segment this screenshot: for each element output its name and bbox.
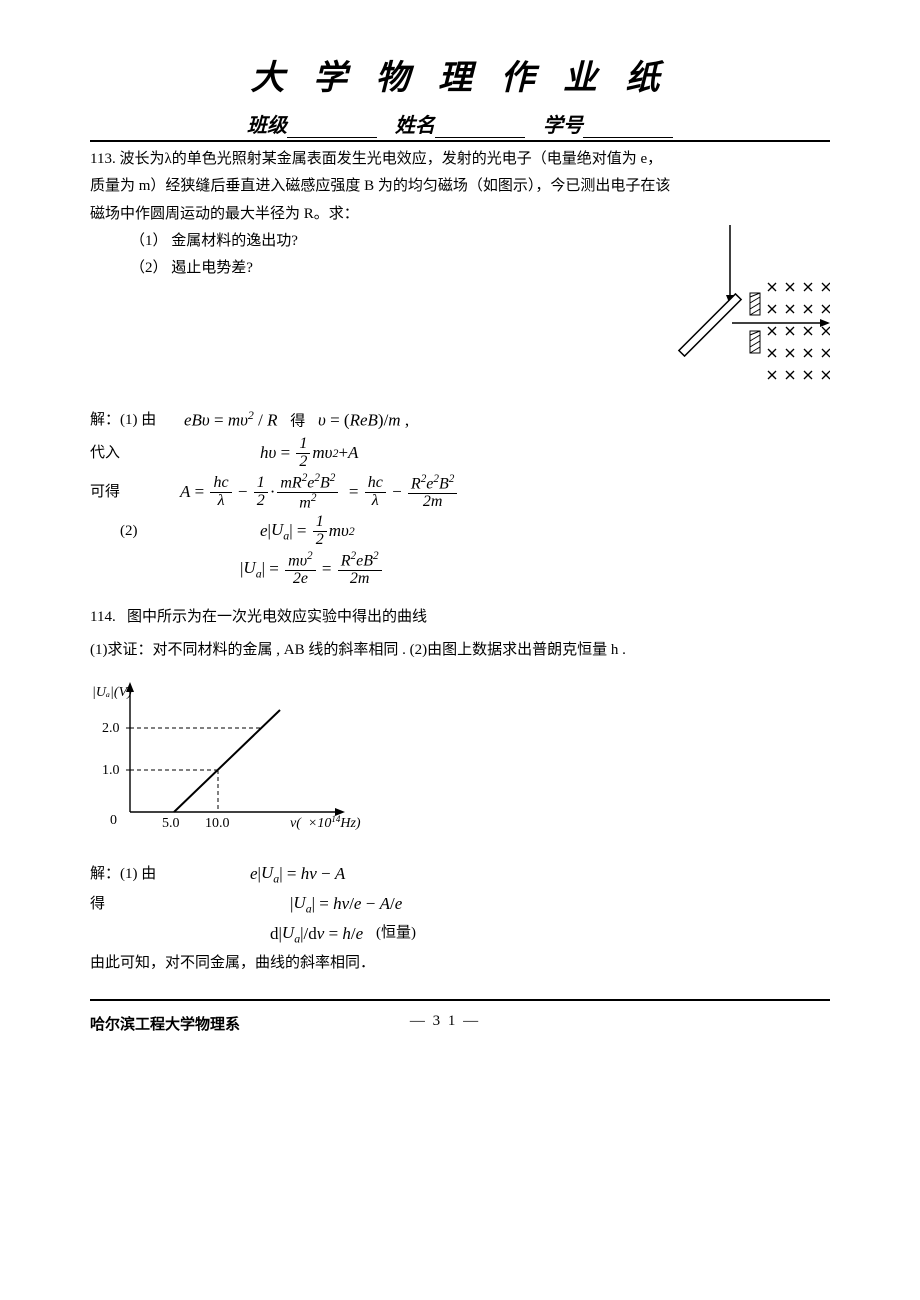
q113-sol-l1-lead: 解：(1) 由 bbox=[90, 409, 180, 432]
id-blank bbox=[583, 117, 673, 138]
footer: 哈尔滨工程大学物理系 — 3 1 — bbox=[90, 1009, 830, 1034]
ytick-0: 0 bbox=[110, 813, 117, 828]
q114-sol-l1-lead: 解：(1) 由 bbox=[90, 863, 180, 886]
body: 113. 波长为λ的单色光照射某金属表面发生光电效应，发射的光电子（电量绝对值为… bbox=[90, 148, 830, 975]
name-blank bbox=[435, 117, 525, 138]
page-title: 大 学 物 理 作 业 纸 bbox=[90, 50, 830, 99]
q113-sol-l5: |Ua| = mυ22e = R2eB22m bbox=[90, 551, 830, 588]
q114-conclusion: 由此可知，对不同金属，曲线的斜率相同． bbox=[90, 952, 830, 975]
q114-sol-l2-lead: 得 bbox=[90, 893, 180, 916]
footer-dept: 哈尔滨工程大学物理系 bbox=[90, 1013, 240, 1034]
q114-sol-l3: d|Ua|/dν = h/e (恒量) bbox=[90, 920, 830, 948]
q113-diagram bbox=[600, 225, 830, 425]
q113-line2: 质量为 m）经狭缝后垂直进入磁感应强度 B 为的均匀磁场（如图示），今已测出电子… bbox=[90, 175, 830, 198]
footer-page: — 3 1 — bbox=[410, 1013, 480, 1034]
id-label: 学号 bbox=[543, 115, 583, 137]
q113-sol-l2-lead: 代入 bbox=[90, 442, 180, 465]
header-rule bbox=[90, 140, 830, 142]
q113-sol-l3: 可得 A = hcλ − 12 · mR2e2B2m2 = hcλ − R2e2… bbox=[90, 473, 830, 512]
q113-sol-l4: (2) e|Ua| = 12 mυ2 bbox=[90, 514, 830, 549]
q114-sol-l2: 得 |Ua| = hν/e − A/e bbox=[90, 890, 830, 918]
q113-number: 113. bbox=[90, 151, 116, 167]
ytick-1: 1.0 bbox=[102, 763, 120, 778]
ytick-2: 2.0 bbox=[102, 721, 120, 736]
ylabel: |Uₐ|(V) bbox=[92, 685, 132, 700]
footer-rule bbox=[90, 999, 830, 1001]
name-label: 姓名 bbox=[395, 115, 435, 137]
class-blank bbox=[287, 117, 377, 138]
q113-line3: 磁场中作圆周运动的最大半径为 R。求： bbox=[90, 203, 830, 226]
q114-subtext: (1)求证：对不同材料的金属 , AB 线的斜率相同 . (2)由图上数据求出普… bbox=[90, 639, 830, 662]
xlabel: ν( ×1014Hz) bbox=[290, 814, 361, 831]
q114-sol-l1: 解：(1) 由 e|Ua| = hν − A bbox=[90, 860, 830, 888]
q113-sol-l2: 代入 hυ = 12 mυ2 + A bbox=[90, 436, 830, 471]
q113-sol-l4-lead: (2) bbox=[90, 520, 210, 543]
q114-text: 图中所示为在一次光电效应实验中得出的曲线 bbox=[127, 609, 427, 625]
xtick-5: 5.0 bbox=[162, 816, 180, 831]
q114-graph: 2.0 1.0 0 5.0 10.0 |Uₐ|(V) ν( ×1014Hz) bbox=[90, 672, 430, 842]
xtick-10: 10.0 bbox=[205, 816, 230, 831]
q114-number: 114. bbox=[90, 609, 116, 625]
q113-line1: 波长为λ的单色光照射某金属表面发生光电效应，发射的光电子（电量绝对值为 e， bbox=[119, 151, 662, 167]
header-line: 班级 姓名 学号 bbox=[90, 109, 830, 138]
q113-sol-l3-lead: 可得 bbox=[90, 481, 180, 504]
class-label: 班级 bbox=[247, 115, 287, 137]
